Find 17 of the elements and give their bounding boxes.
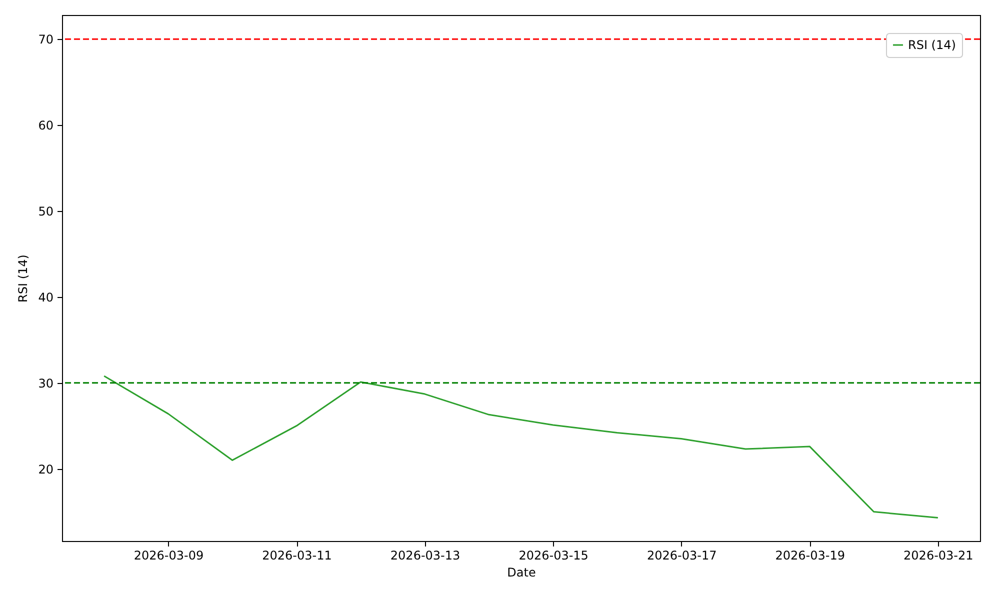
x-tick-label: 2026-03-09 — [134, 548, 204, 562]
legend-label: RSI (14) — [908, 38, 956, 52]
x-tick-label: 2026-03-19 — [775, 548, 846, 562]
y-tick-label: 20 — [38, 462, 54, 476]
x-axis-title: Date — [507, 566, 536, 580]
x-tick-label: 2026-03-17 — [646, 548, 717, 562]
y-tick-label: 30 — [38, 376, 54, 390]
x-tick-label: 2026-03-15 — [518, 548, 588, 562]
y-tick-label: 50 — [38, 204, 54, 218]
y-tick-label: 60 — [38, 118, 54, 133]
x-tick-label: 2026-03-11 — [262, 548, 332, 562]
y-axis-title: RSI (14) — [16, 254, 30, 302]
x-tick-label: 2026-03-13 — [390, 548, 460, 562]
y-tick-label: 40 — [38, 290, 54, 304]
line-series — [103, 375, 939, 519]
x-tick-label: 2026-03-21 — [904, 548, 974, 562]
y-tick-label: 70 — [38, 32, 54, 47]
